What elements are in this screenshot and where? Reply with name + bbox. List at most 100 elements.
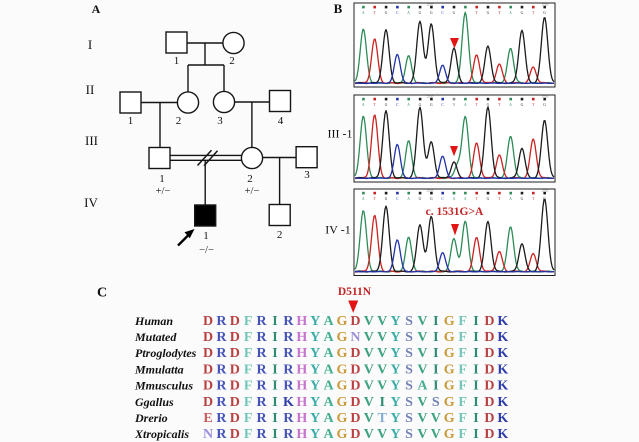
svg-text:T: T: [373, 11, 376, 15]
svg-text:D: D: [230, 427, 240, 442]
svg-text:A: A: [324, 330, 335, 345]
svg-text:S: S: [405, 427, 413, 442]
svg-text:G: G: [543, 197, 546, 201]
svg-text:I: I: [433, 314, 438, 329]
svg-text:D: D: [484, 346, 494, 361]
svg-text:Mutated: Mutated: [134, 330, 177, 344]
svg-text:G: G: [543, 11, 546, 15]
svg-text:R: R: [216, 362, 227, 377]
svg-text:A: A: [509, 11, 512, 15]
svg-text:A: A: [407, 197, 410, 201]
svg-text:G: G: [444, 346, 455, 361]
svg-text:V: V: [364, 395, 374, 410]
svg-text:T: T: [475, 197, 478, 201]
svg-text:Human: Human: [134, 314, 173, 328]
svg-text:D: D: [484, 427, 494, 442]
svg-text:R: R: [216, 314, 227, 329]
svg-text:F: F: [244, 411, 253, 426]
svg-text:I: I: [473, 395, 478, 410]
svg-text:D: D: [484, 330, 494, 345]
svg-text:Y: Y: [391, 395, 401, 410]
svg-text:D: D: [230, 346, 240, 361]
svg-text:R: R: [283, 330, 294, 345]
svg-text:D: D: [350, 346, 360, 361]
svg-text:R: R: [283, 362, 294, 377]
svg-text:Y: Y: [391, 346, 401, 361]
svg-text:A: A: [324, 362, 335, 377]
svg-text:T: T: [373, 103, 376, 107]
svg-text:H: H: [296, 314, 307, 329]
svg-text:I: I: [272, 314, 277, 329]
svg-text:F: F: [244, 427, 253, 442]
svg-text:G: G: [337, 330, 348, 345]
svg-text:A: A: [407, 103, 410, 107]
svg-text:1: 1: [174, 55, 180, 67]
svg-text:S: S: [405, 346, 413, 361]
svg-text:N: N: [203, 427, 213, 442]
svg-text:R: R: [257, 330, 268, 345]
svg-text:A: A: [324, 379, 335, 394]
svg-text:Y: Y: [391, 314, 401, 329]
svg-text:K: K: [497, 330, 508, 345]
svg-text:I: I: [473, 362, 478, 377]
svg-text:F: F: [244, 346, 253, 361]
svg-text:G: G: [337, 314, 348, 329]
svg-text:A: A: [362, 11, 365, 15]
svg-text:D: D: [230, 395, 240, 410]
svg-text:220: 220: [542, 94, 549, 99]
svg-text:T: T: [475, 11, 478, 15]
svg-text:V: V: [431, 427, 441, 442]
svg-text:C: C: [97, 285, 107, 300]
svg-text:A: A: [509, 197, 512, 201]
svg-text:D: D: [203, 362, 213, 377]
svg-text:1: 1: [203, 230, 209, 242]
svg-text:I: I: [379, 395, 384, 410]
svg-text:D: D: [230, 411, 240, 426]
svg-text:Y: Y: [310, 411, 320, 426]
svg-text:R: R: [216, 411, 227, 426]
svg-text:I: I: [473, 346, 478, 361]
svg-text:K: K: [497, 314, 508, 329]
svg-text:H: H: [296, 330, 307, 345]
svg-text:I: I: [473, 379, 478, 394]
svg-text:T: T: [475, 103, 478, 107]
svg-text:D511N: D511N: [338, 286, 372, 298]
svg-text:F: F: [458, 379, 467, 394]
svg-text:210: 210: [427, 2, 434, 7]
svg-text:I: I: [272, 427, 277, 442]
svg-text:G: G: [385, 103, 388, 107]
svg-text:H: H: [296, 379, 307, 394]
svg-text:3: 3: [304, 169, 310, 181]
svg-text:220: 220: [542, 2, 549, 7]
svg-text:C: C: [396, 197, 399, 201]
svg-text:G: G: [430, 103, 433, 107]
svg-text:T: T: [498, 11, 501, 15]
svg-text:220: 220: [542, 188, 549, 193]
svg-text:V: V: [364, 379, 374, 394]
svg-text:G: G: [444, 411, 455, 426]
svg-text:G: G: [337, 346, 348, 361]
svg-text:Y: Y: [310, 395, 320, 410]
svg-text:R: R: [257, 346, 268, 361]
svg-text:G: G: [444, 314, 455, 329]
svg-text:R: R: [216, 330, 227, 345]
svg-text:1: 1: [159, 173, 165, 185]
svg-text:A: A: [324, 427, 335, 442]
svg-text:V: V: [364, 330, 374, 345]
svg-text:A: A: [464, 197, 467, 201]
svg-text:2: 2: [277, 229, 283, 241]
svg-text:G: G: [521, 197, 524, 201]
svg-text:Ptroglodytes: Ptroglodytes: [135, 346, 197, 360]
svg-text:R: R: [257, 427, 268, 442]
svg-text:Drerio: Drerio: [134, 411, 168, 425]
svg-text:C: C: [441, 11, 444, 15]
svg-text:I: I: [272, 362, 277, 377]
svg-text:R: R: [216, 379, 227, 394]
svg-text:F: F: [458, 427, 467, 442]
svg-text:K: K: [497, 362, 508, 377]
svg-text:G: G: [444, 427, 455, 442]
svg-text:V: V: [377, 346, 387, 361]
svg-text:F: F: [458, 346, 467, 361]
svg-text:A: A: [324, 411, 335, 426]
svg-text:Mmusculus: Mmusculus: [134, 379, 193, 393]
